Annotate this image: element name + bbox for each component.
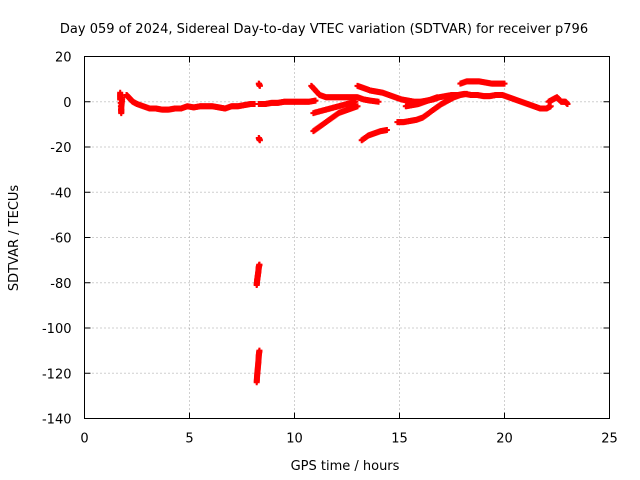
- series-arc-1: [308, 82, 382, 105]
- data-point: [434, 94, 441, 101]
- y-tick-label: -20: [50, 141, 71, 156]
- data-point: [501, 80, 508, 87]
- chart-grid: [84, 56, 610, 419]
- plot-frame: [84, 56, 610, 419]
- series-early-low: [117, 89, 126, 117]
- x-tick-label: 10: [286, 432, 303, 447]
- x-tick-labels: 0 5 10 15 20 25: [80, 432, 617, 447]
- x-axis-label: GPS time / hours: [291, 459, 400, 474]
- x-tick-label: 20: [496, 432, 513, 447]
- data-point: [375, 98, 382, 105]
- y-tick-label: -120: [42, 367, 72, 382]
- x-tick-label: 0: [80, 432, 88, 447]
- series-drop-b: [253, 347, 263, 386]
- y-tick-label: -100: [42, 322, 72, 337]
- data-point: [463, 90, 470, 97]
- data-point: [352, 98, 359, 105]
- y-tick-label: -60: [50, 232, 71, 247]
- data-point: [256, 347, 263, 354]
- series-early-main: [123, 91, 258, 113]
- data-point: [354, 103, 361, 110]
- series-arc-5: [358, 127, 390, 144]
- y-tick-label: -40: [50, 186, 71, 201]
- y-tick-label: -140: [42, 413, 72, 428]
- series-tail: [545, 94, 571, 108]
- data-point: [383, 127, 390, 134]
- series-arc-3: [310, 98, 359, 117]
- series-arc-6: [394, 90, 470, 126]
- data-point: [256, 137, 263, 144]
- y-axis-label: SDTVAR / TECUs: [7, 185, 22, 292]
- y-tick-labels: 20 0 -20 -40 -60 -80 -100 -120 -140: [42, 51, 72, 428]
- data-point: [256, 261, 263, 268]
- data-point: [312, 97, 319, 104]
- data-point: [119, 94, 126, 101]
- y-tick-label: -80: [50, 277, 71, 292]
- series-drop-a: [253, 261, 263, 289]
- x-tick-label: 5: [185, 432, 193, 447]
- series-arc-8: [457, 78, 508, 87]
- data-point: [547, 103, 554, 110]
- series-arc-7: [402, 94, 441, 110]
- data-point: [564, 101, 571, 108]
- data-points: [117, 78, 571, 386]
- y-tick-label: 20: [55, 51, 72, 66]
- series-mid-low: [255, 97, 319, 108]
- x-tick-label: 15: [391, 432, 408, 447]
- chart-title: Day 059 of 2024, Sidereal Day-to-day VTE…: [60, 22, 588, 37]
- series-outlier-low: [255, 134, 263, 144]
- x-tick-label: 25: [601, 432, 618, 447]
- y-tick-label: 0: [63, 96, 71, 111]
- series-outlier-high: [255, 80, 263, 89]
- series-arc-2: [310, 103, 361, 135]
- data-point: [256, 82, 263, 89]
